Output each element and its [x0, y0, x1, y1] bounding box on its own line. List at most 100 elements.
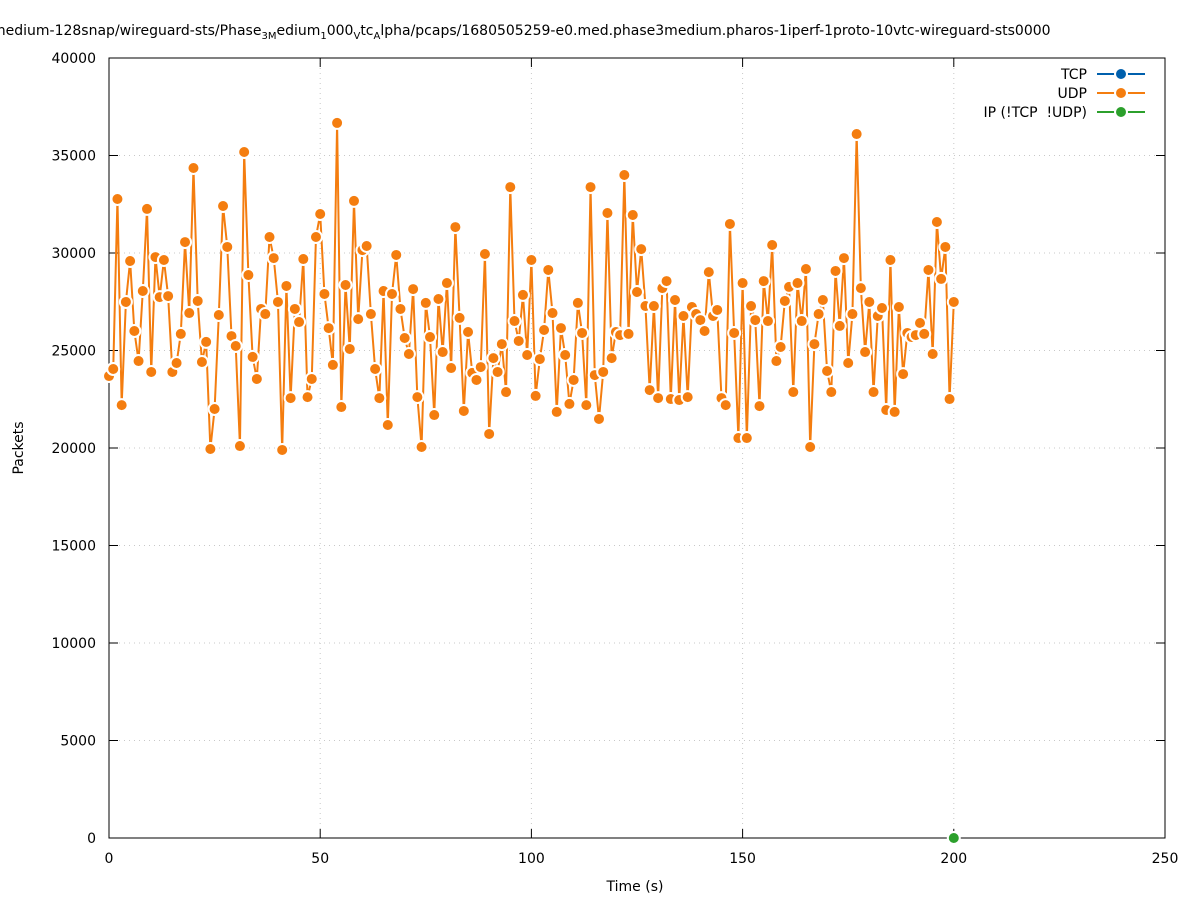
data-point — [942, 392, 957, 407]
data-point — [190, 293, 205, 308]
data-point — [325, 357, 340, 372]
data-point — [532, 352, 547, 367]
data-point — [634, 242, 649, 257]
data-point — [798, 261, 813, 276]
y-tick-label: 15000 — [51, 539, 96, 555]
x-tick-label: 200 — [940, 851, 967, 867]
data-point — [803, 440, 818, 455]
y-axis-label: Packets — [11, 421, 27, 474]
y-tick-label: 40000 — [51, 51, 96, 67]
data-point — [338, 277, 353, 292]
data-point — [178, 235, 193, 250]
data-point — [334, 400, 349, 415]
title-part: medium-128snap/wireguard-sts/Phase — [0, 23, 261, 39]
x-tick-label: 100 — [518, 851, 545, 867]
data-point — [621, 326, 636, 341]
data-point — [727, 325, 742, 340]
data-point — [161, 289, 176, 304]
data-point — [245, 349, 260, 364]
data-point — [266, 251, 281, 266]
data-point — [722, 216, 737, 231]
data-point — [883, 253, 898, 268]
data-point — [427, 408, 442, 423]
data-point — [511, 333, 526, 348]
data-point — [718, 398, 733, 413]
data-point — [216, 199, 231, 214]
data-point — [444, 361, 459, 376]
data-point — [765, 238, 780, 253]
data-point — [397, 331, 412, 346]
data-point — [131, 354, 146, 369]
data-point — [520, 347, 535, 362]
data-point — [503, 180, 518, 195]
title-part: V — [353, 31, 360, 42]
data-point — [815, 292, 830, 307]
data-point — [680, 390, 695, 405]
title-part: tc — [360, 23, 373, 39]
data-point — [836, 251, 851, 266]
legend-label: UDP — [1058, 86, 1087, 102]
data-point — [938, 239, 953, 254]
data-point — [507, 314, 522, 329]
data-point — [372, 391, 387, 406]
data-point — [313, 207, 328, 221]
data-point — [330, 115, 345, 130]
data-point — [668, 292, 683, 307]
title-part: 1 — [320, 31, 326, 42]
data-point — [807, 337, 822, 352]
data-point — [249, 371, 264, 386]
data-point — [182, 306, 197, 321]
legend-label: TCP — [1060, 67, 1087, 83]
x-tick-label: 0 — [105, 851, 114, 867]
data-point — [135, 284, 150, 299]
title-part: 3M — [261, 31, 276, 42]
data-point — [469, 372, 484, 387]
data-point — [866, 385, 881, 400]
data-point — [651, 391, 666, 406]
data-point — [456, 403, 471, 418]
data-point — [123, 253, 138, 268]
data-point — [735, 276, 750, 291]
data-point — [482, 426, 497, 441]
data-point — [186, 160, 201, 175]
data-point — [359, 238, 374, 253]
data-point — [211, 308, 226, 323]
data-point — [934, 271, 949, 286]
data-point — [499, 385, 514, 400]
data-point — [452, 310, 467, 325]
data-point — [199, 334, 214, 349]
data-point — [739, 431, 754, 446]
data-point — [773, 339, 788, 354]
data-point — [401, 347, 416, 362]
data-point — [431, 292, 446, 307]
data-point — [604, 351, 619, 366]
data-point — [262, 230, 277, 245]
data-point — [279, 278, 294, 293]
data-point — [410, 390, 425, 405]
data-point — [342, 341, 357, 356]
data-point — [625, 207, 640, 222]
data-point — [351, 312, 366, 327]
data-point — [486, 351, 501, 366]
legend-marker — [1114, 67, 1128, 81]
y-tick-label: 5000 — [60, 734, 96, 750]
data-point — [769, 354, 784, 369]
data-point — [579, 398, 594, 413]
data-point — [537, 323, 552, 338]
x-tick-label: 50 — [311, 851, 329, 867]
y-tick-label: 30000 — [51, 246, 96, 262]
data-point — [583, 180, 598, 195]
data-point — [820, 363, 835, 378]
data-point — [363, 307, 378, 322]
data-point — [777, 293, 792, 308]
data-point — [385, 286, 400, 301]
data-point — [258, 307, 273, 322]
data-point — [858, 345, 873, 360]
data-point — [473, 360, 488, 375]
data-point — [744, 299, 759, 314]
data-point — [270, 294, 285, 309]
y-tick-label: 35000 — [51, 149, 96, 165]
data-point — [828, 263, 843, 278]
data-point — [110, 191, 125, 206]
data-point — [114, 398, 129, 413]
